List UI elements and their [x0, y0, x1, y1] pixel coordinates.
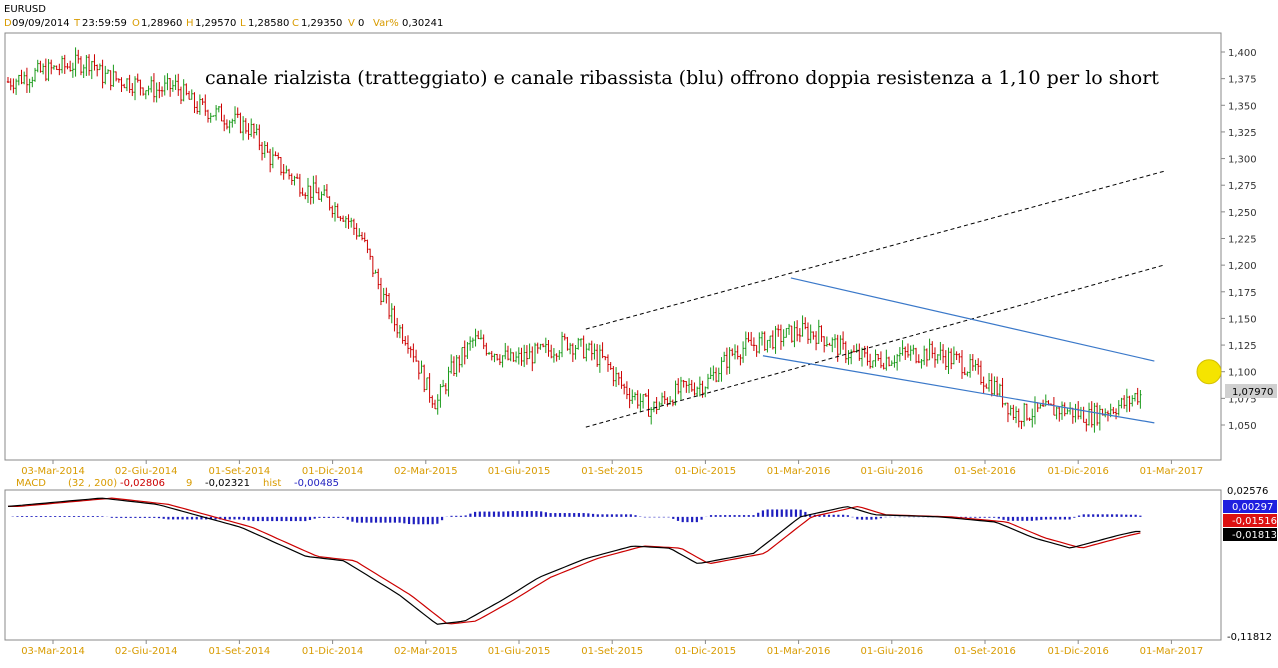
macd-params: (32 , 200)	[68, 478, 117, 489]
price-panel	[4, 32, 1222, 461]
price-x-axis: 03-Mar-2014 02-Giu-2014 01-Set-2014 01-Dic-…	[21, 460, 1203, 477]
macd-red-box	[1223, 514, 1277, 527]
open-key: O	[132, 18, 140, 29]
up-channel-line	[585, 170, 1164, 330]
y-tick-label: 1,350	[1228, 101, 1257, 112]
x-tick-label: 01-Dic-2016	[1048, 466, 1109, 477]
x-tick-label: 01-Dic-2016	[1048, 646, 1109, 657]
x-tick-label: 02-Giu-2014	[115, 466, 178, 477]
vol-key: V	[348, 18, 355, 29]
y-tick-label: 1,050	[1228, 421, 1257, 432]
macd-line	[7, 497, 1141, 625]
y-tick-label: 1,400	[1228, 48, 1257, 59]
hist-label: hist	[263, 478, 281, 489]
x-tick-label: 01-Dic-2015	[675, 646, 736, 657]
x-tick-label: 02-Giu-2014	[115, 646, 178, 657]
macd-legend: MACD (32 , 200) -0,02806 9 -0,02321 hist…	[16, 478, 339, 489]
x-tick-label: 01-Mar-2017	[1140, 646, 1204, 657]
x-tick-label: 01-Giu-2016	[860, 466, 923, 477]
macd-signal-line	[8, 497, 1141, 625]
macd-value: -0,02806	[120, 478, 165, 489]
x-tick-label: 01-Dic-2015	[675, 466, 736, 477]
y-tick-label: 1,150	[1228, 314, 1257, 325]
close-key: C	[292, 18, 299, 29]
macd-black-box-label: -0,01813	[1232, 530, 1277, 541]
macd-panel	[4, 489, 1222, 641]
up-channel-line	[585, 264, 1164, 428]
y-tick-label: 1,175	[1228, 288, 1257, 299]
x-tick-label: 03-Mar-2014	[21, 466, 85, 477]
low-key: L	[240, 18, 246, 29]
time-key: T	[73, 18, 81, 29]
x-tick-label: 01-Set-2014	[208, 646, 270, 657]
ohlc-readout: D 09/09/2014 T 23:59:59 O 1,28960 H 1,29…	[4, 18, 443, 29]
x-tick-label: 01-Mar-2017	[1140, 466, 1204, 477]
x-tick-label: 01-Set-2015	[581, 466, 643, 477]
y-tick-label: 1,200	[1228, 261, 1257, 272]
y-tick-label: 1,275	[1228, 181, 1257, 192]
x-tick-label: 01-Set-2015	[581, 646, 643, 657]
y-tick-label: 1,375	[1228, 75, 1257, 86]
y-tick-label: 1,225	[1228, 235, 1257, 246]
x-tick-label: 02-Mar-2015	[394, 646, 458, 657]
x-tick-label: 01-Mar-2016	[767, 466, 831, 477]
macd-red-box-label: -0,01516	[1232, 516, 1277, 527]
close-value: 1,29350	[301, 18, 342, 29]
y-tick-label: 1,325	[1228, 128, 1257, 139]
x-tick-label: 01-Set-2016	[954, 646, 1016, 657]
open-value: 1,28960	[141, 18, 182, 29]
channel-lines	[585, 170, 1164, 428]
x-tick-label: 02-Mar-2015	[394, 466, 458, 477]
x-tick-label: 01-Dic-2014	[302, 466, 363, 477]
chart-annotation: canale rialzista (tratteggiato) e canale…	[205, 67, 1159, 89]
down-channel-line	[762, 355, 1155, 424]
date-key: D	[4, 18, 12, 29]
vol-value: 0	[358, 18, 364, 29]
low-value: 1,28580	[248, 18, 289, 29]
y-tick-label: 1,100	[1228, 368, 1257, 379]
candlestick-series	[6, 47, 1142, 433]
date-value: 09/09/2014	[12, 18, 70, 29]
price-y-axis: 1,400 1,375 1,350 1,325 1,300 1,275 1,250 1,225…	[1221, 48, 1257, 432]
y-tick-label: 1,125	[1228, 341, 1257, 352]
y-tick-label: 1,075	[1228, 394, 1257, 405]
symbol-label: EURUSD	[4, 4, 46, 15]
y-tick-label: 1,300	[1228, 155, 1257, 166]
high-key: H	[186, 18, 194, 29]
var-key: Var%	[373, 18, 399, 29]
resistance-marker	[1196, 359, 1222, 385]
down-channel-line	[790, 277, 1155, 362]
x-tick-label: 01-Set-2014	[208, 466, 270, 477]
last-price-label: 1,07970	[1232, 387, 1273, 398]
hist-value: -0,00485	[294, 478, 339, 489]
y-tick-label: 1,250	[1228, 208, 1257, 219]
x-tick-label: 03-Mar-2014	[21, 646, 85, 657]
time-value: 23:59:59	[82, 18, 127, 29]
x-tick-label: 01-Set-2016	[954, 466, 1016, 477]
high-value: 1,29570	[195, 18, 236, 29]
macd-hist-box	[1223, 500, 1277, 513]
macd-histogram	[11, 509, 1142, 525]
macd-x-axis: 03-Mar-2014 02-Giu-2014 01-Set-2014 01-Dic-…	[21, 640, 1203, 657]
macd-y-bottom: -0,11812	[1227, 632, 1272, 643]
x-tick-label: 01-Giu-2016	[860, 646, 923, 657]
signal-label: 9	[186, 478, 192, 489]
macd-label: MACD	[16, 478, 46, 489]
macd-y-top: 0,02576	[1227, 486, 1268, 497]
x-tick-label: 01-Dic-2014	[302, 646, 363, 657]
macd-black-box	[1223, 528, 1277, 541]
last-price-box	[1225, 384, 1277, 398]
macd-hist-box-label: 0,00297	[1232, 502, 1273, 513]
var-value: 0,30241	[402, 18, 443, 29]
x-tick-label: 01-Giu-2015	[488, 646, 551, 657]
x-tick-label: 01-Mar-2016	[767, 646, 831, 657]
signal-value: -0,02321	[205, 478, 250, 489]
x-tick-label: 01-Giu-2015	[488, 466, 551, 477]
